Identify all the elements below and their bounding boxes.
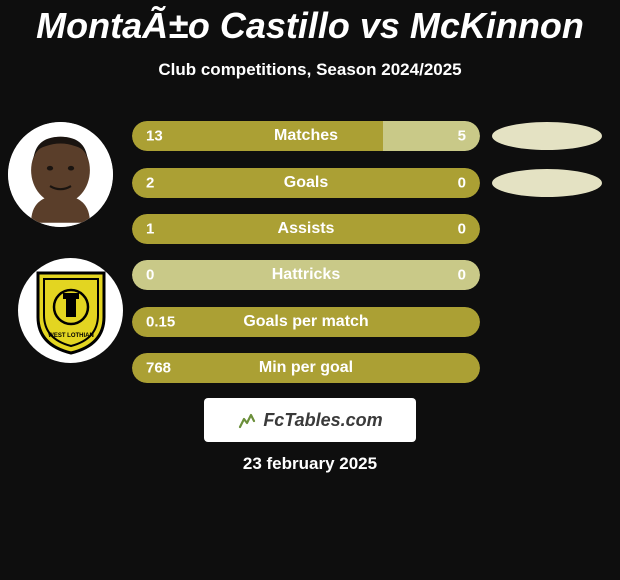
player-avatar [8,122,113,227]
fctables-logo-icon [237,410,257,430]
stat-bar-left-segment [132,121,383,151]
page-subtitle: Club competitions, Season 2024/2025 [0,60,620,80]
stat-bar: Matches135 [132,121,480,151]
svg-text:WEST LOTHIAN: WEST LOTHIAN [48,333,94,339]
stat-bar-left-segment [132,168,480,198]
stat-bar: Assists10 [132,214,480,244]
watermark: FcTables.com [204,398,416,442]
stat-supplementary-oval [492,169,602,197]
stat-bar: Goals20 [132,168,480,198]
page-title: MontaÃ±o Castillo vs McKinnon [0,5,620,47]
stat-bar-right-segment [383,121,480,151]
watermark-text: FcTables.com [263,410,382,431]
stat-bar: Goals per match0.15 [132,307,480,337]
stat-bar-left-segment [132,353,480,383]
player-head-icon [8,122,113,227]
stat-bar-left-segment [132,307,480,337]
stat-bar: Min per goal768 [132,353,480,383]
stat-bar: Hattricks00 [132,260,480,290]
club-shield-icon: WEST LOTHIAN [32,267,110,355]
stat-bar-left-segment [132,214,480,244]
comparison-card: MontaÃ±o Castillo vs McKinnon Club compe… [0,0,620,580]
stat-bar-right-segment [132,260,480,290]
club-avatar: WEST LOTHIAN [18,258,123,363]
stat-supplementary-oval [492,122,602,150]
footer-date: 23 february 2025 [0,454,620,474]
